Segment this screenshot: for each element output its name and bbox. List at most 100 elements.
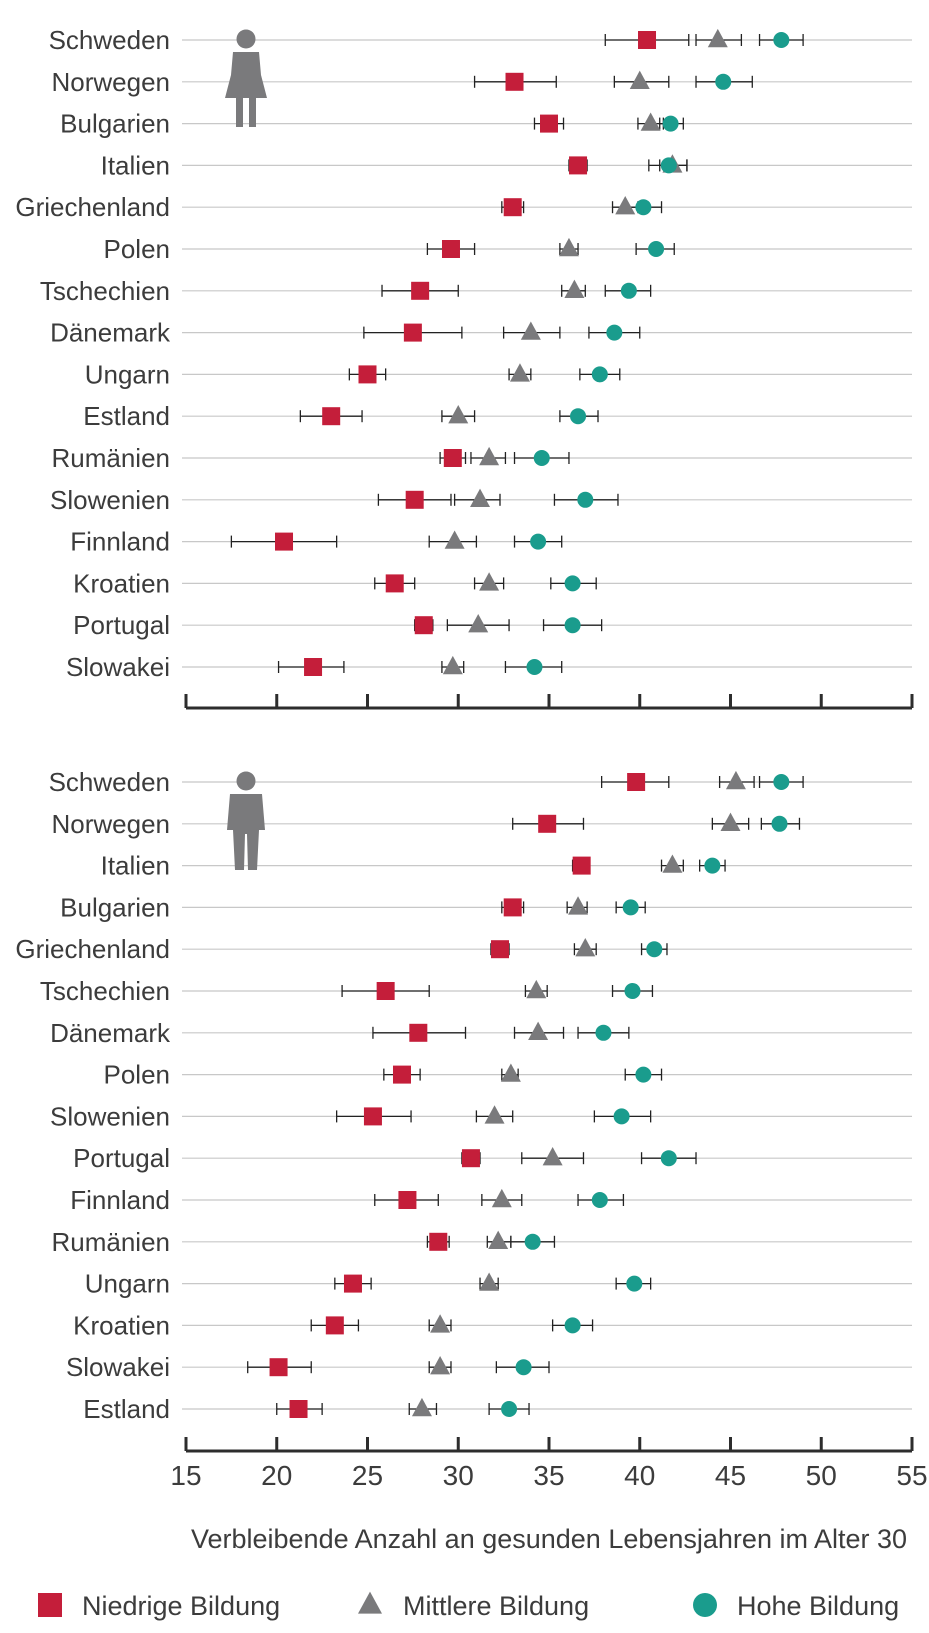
marker-mid [444,530,465,549]
marker-low [503,898,522,917]
marker-high [564,617,581,634]
marker-mid [615,196,636,215]
country-label: Griechenland [15,192,170,222]
country-row: Bulgarien [60,892,912,922]
marker-low [385,574,404,593]
x-tick-label: 20 [261,1460,292,1491]
marker-mid [500,1063,521,1082]
legend-item: Niedrige Bildung [38,1591,280,1621]
country-row: Schweden [49,767,912,797]
marker-mid [520,321,541,340]
marker-mid [484,1105,505,1124]
country-row: Dänemark [50,1018,912,1048]
country-label: Finnland [70,527,170,557]
marker-mid [491,1188,512,1208]
country-row: Portugal [73,1143,912,1173]
marker-high [662,115,679,132]
marker-low [398,1191,417,1209]
legend-marker-mid [358,1591,382,1614]
marker-high [530,533,547,550]
country-row: Ungarn [85,359,912,389]
marker-mid [564,279,585,298]
country-label: Dänemark [50,318,171,348]
x-tick-label: 30 [443,1460,474,1491]
country-label: Ungarn [85,1269,170,1299]
country-label: Italien [101,851,170,881]
marker-mid [542,1147,563,1166]
country-row: Schweden [49,25,912,55]
marker-mid [430,1356,451,1375]
country-label: Tschechien [40,976,170,1006]
country-row: Griechenland [15,192,912,222]
marker-mid [568,896,589,915]
country-label: Estland [83,1394,170,1424]
marker-low [461,1149,480,1168]
marker-low [358,365,377,384]
country-row: Slowakei [66,652,912,682]
marker-high [564,575,581,592]
marker-high [526,659,543,675]
marker-high [704,857,721,874]
marker-mid [662,854,683,873]
marker-low [414,616,433,635]
country-label: Portugal [73,1143,170,1173]
marker-low [269,1358,288,1377]
country-label: Tschechien [40,276,170,306]
marker-high [773,32,790,48]
marker-high [577,491,594,508]
marker-low [441,240,460,258]
x-axis: 15 20 25 30 35 40 45 50 55 [170,1437,928,1491]
marker-mid [442,655,463,675]
marker-high [635,199,652,216]
country-label: Bulgarien [60,109,170,139]
country-row: Italien [101,851,912,881]
marker-mid [528,1021,549,1040]
marker-high [613,1108,630,1125]
marker-low [429,1232,448,1251]
country-row: Slowakei [66,1352,912,1382]
marker-mid [725,770,746,790]
marker-mid [430,1314,451,1333]
panel-female: Schweden Norwegen Bulgarien Italien Griechen… [15,25,914,710]
marker-high [515,1359,532,1376]
country-label: Slowenien [50,485,170,515]
country-row: Estland [83,401,912,431]
marker-high [635,1066,652,1083]
marker-high [501,1401,518,1417]
country-label: Polen [104,234,171,264]
marker-mid [411,1397,432,1417]
country-row: Norwegen [51,67,912,97]
legend-label: Niedrige Bildung [82,1591,280,1621]
country-label: Griechenland [15,934,170,964]
marker-low [538,814,557,833]
marker-high [564,1317,581,1334]
country-row: Slowenien [50,1101,912,1131]
marker-high [773,774,790,790]
marker-mid [468,614,489,633]
legend-marker-low [38,1593,62,1617]
marker-low [411,281,430,300]
country-label: Rumänien [51,443,170,473]
marker-mid [488,1230,509,1249]
marker-high [524,1233,541,1250]
x-tick-label: 50 [806,1460,837,1491]
country-row: Kroatien [73,568,912,598]
marker-high [715,73,732,90]
marker-mid [509,363,530,382]
marker-high [648,241,665,257]
marker-low [569,156,588,175]
country-row: Tschechien [40,976,912,1006]
country-label: Finnland [70,1185,170,1215]
country-row: Bulgarien [60,109,912,139]
country-row: Polen [104,234,912,264]
country-label: Schweden [49,25,170,55]
marker-low [392,1065,411,1084]
male-icon [227,771,265,870]
marker-mid [448,405,469,424]
country-label: Slowakei [66,1352,170,1382]
marker-mid [479,572,500,591]
marker-high [591,366,608,383]
marker-mid [479,446,500,466]
marker-low [443,449,462,467]
